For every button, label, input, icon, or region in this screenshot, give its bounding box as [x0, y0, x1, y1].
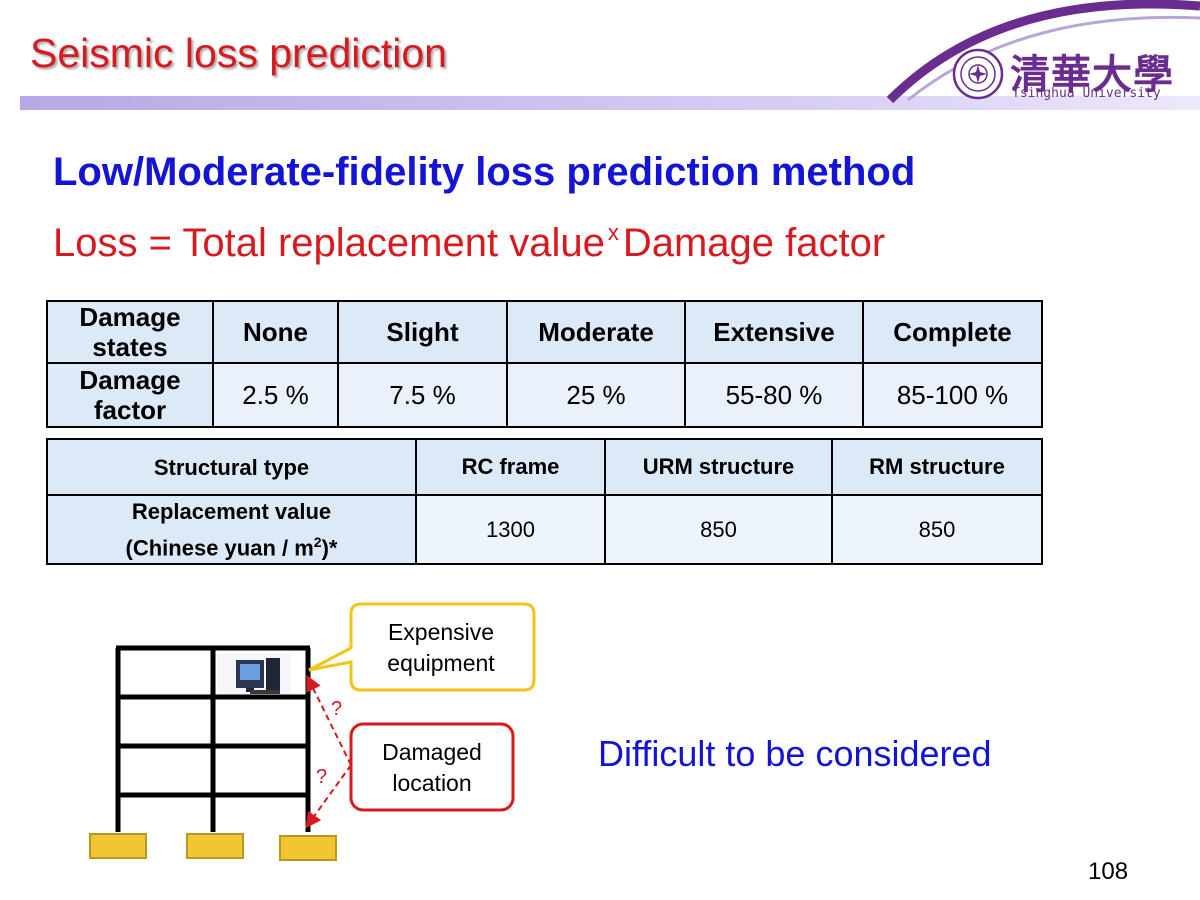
foundation-footings	[89, 833, 337, 861]
table-cell: 85-100 %	[862, 362, 1043, 428]
table-cell: Extensive	[684, 300, 864, 364]
table-cell: 850	[831, 493, 1043, 566]
computer-equipment-icon	[217, 654, 291, 694]
callout-damaged-text: Damaged location	[353, 737, 511, 799]
section-heading: Low/Moderate-fidelity loss prediction me…	[53, 150, 916, 194]
table-cell: 2.5 %	[212, 362, 339, 428]
building-frame	[115, 645, 311, 832]
damage-factor-table: Damage states None Slight Moderate Exten…	[46, 300, 1043, 428]
logo-arc-decoration	[886, 0, 1200, 104]
replacement-value-table: Structural type RC frame URM structure R…	[46, 438, 1043, 566]
table-cell: URM structure	[604, 438, 833, 496]
replacement-value-row: Replacement value (Chinese yuan / m2)* 13…	[46, 493, 1043, 566]
callout-damaged-label: Damaged location	[382, 739, 482, 796]
logo-english-wordmark: Tsinghua University	[1012, 86, 1161, 101]
table-cell: None	[212, 300, 339, 364]
callout-damaged-shape	[349, 722, 515, 812]
formula-left: Loss = Total replacement value	[53, 221, 605, 265]
table-cell: 25 %	[506, 362, 686, 428]
structural-type-row: Structural type RC frame URM structure R…	[46, 438, 1043, 496]
structural-type-label: Structural type	[46, 438, 417, 496]
table-cell: 55-80 %	[684, 362, 864, 428]
table-cell: Complete	[862, 300, 1043, 364]
tsinghua-seal-icon	[952, 48, 1004, 100]
logo-chinese-wordmark: 清華大學	[1010, 51, 1174, 98]
table-cell: RC frame	[415, 438, 606, 496]
formula-operator: x	[607, 220, 619, 245]
replacement-value-label-sup: 2	[313, 534, 322, 550]
slide-title: Seismic loss prediction	[30, 30, 447, 76]
loss-formula: Loss = Total replacement value x Damage fa…	[53, 220, 885, 266]
callout-expensive-text: Expensive equipment	[351, 617, 531, 679]
table-cell: 850	[604, 493, 833, 566]
question-mark: ?	[331, 698, 343, 720]
dashed-arrows	[305, 674, 352, 829]
table-cell: 7.5 %	[337, 362, 508, 428]
callout-expensive-label: Expensive equipment	[387, 619, 495, 676]
table-cell: Moderate	[506, 300, 686, 364]
callout-expensive-shape	[308, 602, 536, 692]
damage-states-label: Damage states	[46, 300, 214, 364]
table-cell: Slight	[337, 300, 508, 364]
question-mark: ?	[316, 766, 328, 788]
replacement-value-label-prefix: (Chinese yuan / m	[125, 535, 314, 561]
page-number: 108	[1088, 858, 1129, 885]
table-cell: RM structure	[831, 438, 1043, 496]
title-underline-bar	[20, 96, 1200, 110]
replacement-value-label-line1: Replacement value	[131, 499, 332, 524]
conclusion-text: Difficult to be considered	[598, 733, 992, 774]
replacement-value-label: Replacement value (Chinese yuan / m2)*	[46, 493, 417, 566]
damage-factor-label: Damage factor	[46, 362, 214, 428]
building-frame-diagram	[89, 602, 536, 861]
table-cell: 1300	[415, 493, 606, 566]
formula-right: Damage factor	[622, 221, 886, 265]
replacement-value-label-suffix: )*	[321, 535, 338, 561]
damage-factor-row: Damage factor 2.5 % 7.5 % 25 % 55-80 % 8…	[46, 362, 1043, 428]
damage-states-row: Damage states None Slight Moderate Exten…	[46, 300, 1043, 364]
